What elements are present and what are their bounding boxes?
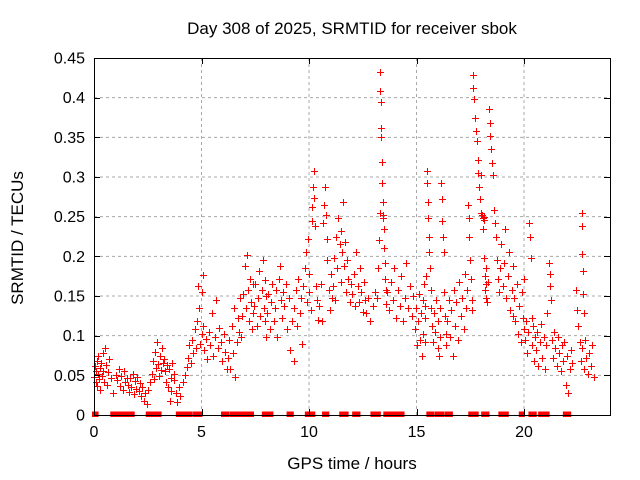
chart-title: Day 308 of 2025, SRMTID for receiver sbo…	[187, 19, 517, 38]
zero-run	[518, 411, 525, 417]
zero-run	[153, 411, 162, 417]
x-tick-label: 10	[300, 424, 318, 441]
zero-run	[236, 411, 247, 417]
zero-value-runs	[92, 411, 572, 417]
y-tick-label: 0.05	[54, 368, 85, 385]
y-tick-label: 0.35	[54, 130, 85, 147]
scatter-points	[91, 69, 598, 408]
x-tick-label: 0	[90, 424, 99, 441]
zero-run	[352, 411, 361, 417]
zero-run	[389, 411, 397, 417]
zero-run	[193, 411, 203, 417]
zero-run	[444, 411, 453, 417]
zero-run	[110, 411, 135, 417]
zero-run	[339, 411, 349, 417]
tick-marks	[94, 58, 610, 416]
zero-run	[175, 411, 193, 417]
zero-run	[498, 411, 509, 417]
tick-labels: 0 5 10 15 20 0 0.05 0.1 0.15 0.2 0.25 0.3 0.35 0.4 0.4…	[54, 51, 533, 442]
zero-run	[92, 411, 99, 417]
y-tick-label: 0.25	[54, 209, 85, 226]
zero-run	[395, 411, 405, 417]
zero-run	[538, 411, 550, 417]
zero-run	[468, 411, 479, 417]
zero-run	[221, 411, 230, 417]
y-tick-label: 0.45	[54, 51, 85, 68]
y-tick-label: 0	[76, 408, 85, 425]
zero-run	[434, 411, 445, 417]
zero-run	[261, 411, 274, 417]
y-tick-label: 0.1	[63, 328, 85, 345]
y-tick-label: 0.2	[63, 249, 85, 266]
zero-run	[562, 411, 572, 417]
gridlines	[94, 58, 610, 415]
x-tick-label: 5	[197, 424, 206, 441]
zero-run	[426, 411, 435, 417]
y-tick-label: 0.3	[63, 170, 85, 187]
y-tick-label: 0.4	[63, 90, 85, 107]
zero-run	[383, 411, 392, 417]
zero-run	[145, 411, 155, 417]
zero-run	[322, 411, 330, 417]
zero-run	[229, 411, 238, 417]
x-tick-label: 20	[515, 424, 533, 441]
y-tick-label: 0.15	[54, 289, 85, 306]
zero-run	[481, 411, 490, 417]
zero-run	[304, 411, 316, 417]
zero-run	[370, 411, 381, 417]
zero-run	[286, 411, 294, 417]
zero-run	[528, 411, 537, 417]
x-axis-label: GPS time / hours	[287, 454, 417, 473]
plot-border	[94, 58, 611, 416]
zero-run	[245, 411, 255, 417]
x-tick-label: 15	[408, 424, 426, 441]
